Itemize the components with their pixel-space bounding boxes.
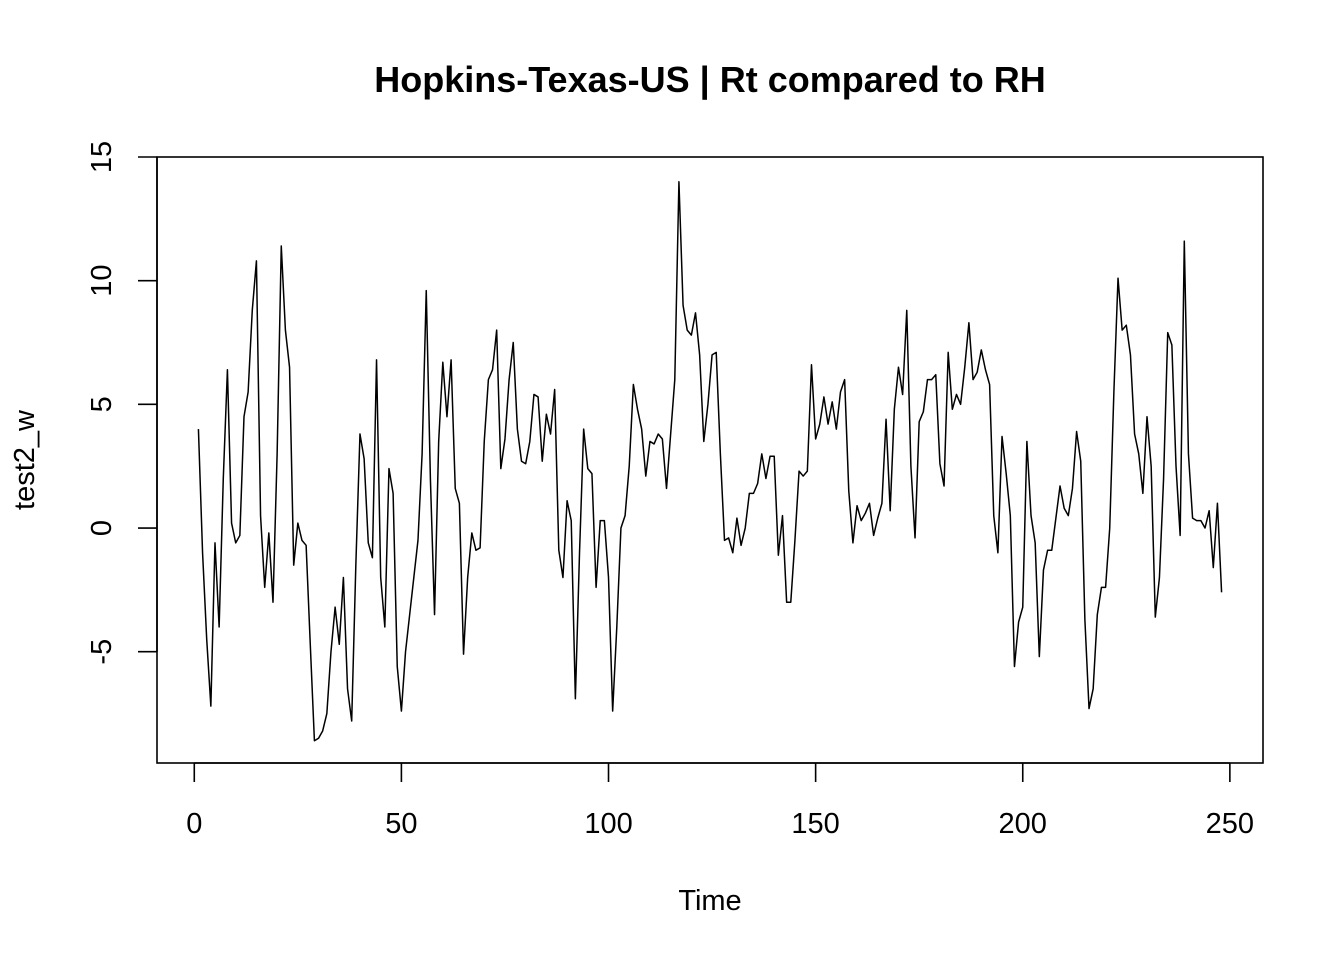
x-axis: 0 50 100 150 200 250: [186, 762, 1254, 840]
series-line-0: [197, 180, 1223, 742]
y-tick-label: 5: [86, 396, 118, 412]
chart-title: Hopkins-Texas-US | Rt compared to RH: [374, 59, 1046, 101]
y-axis-label: test2_w: [9, 409, 41, 510]
x-tick-label: 250: [1206, 808, 1254, 840]
plot-frame: [156, 156, 1264, 764]
x-tick-label: 50: [385, 808, 417, 840]
plot-area: [197, 180, 1223, 742]
x-tick-label: 100: [584, 808, 632, 840]
y-tick-label: 10: [86, 265, 118, 297]
x-tick-label: 0: [186, 808, 202, 840]
y-axis: -5 0 5 10 15: [86, 141, 158, 665]
y-tick-label: 15: [86, 141, 118, 173]
x-axis-label: Time: [678, 885, 741, 917]
x-tick-label: 150: [791, 808, 839, 840]
x-tick-label: 200: [999, 808, 1047, 840]
y-tick-label: -5: [86, 639, 118, 665]
y-tick-label: 0: [86, 520, 118, 536]
